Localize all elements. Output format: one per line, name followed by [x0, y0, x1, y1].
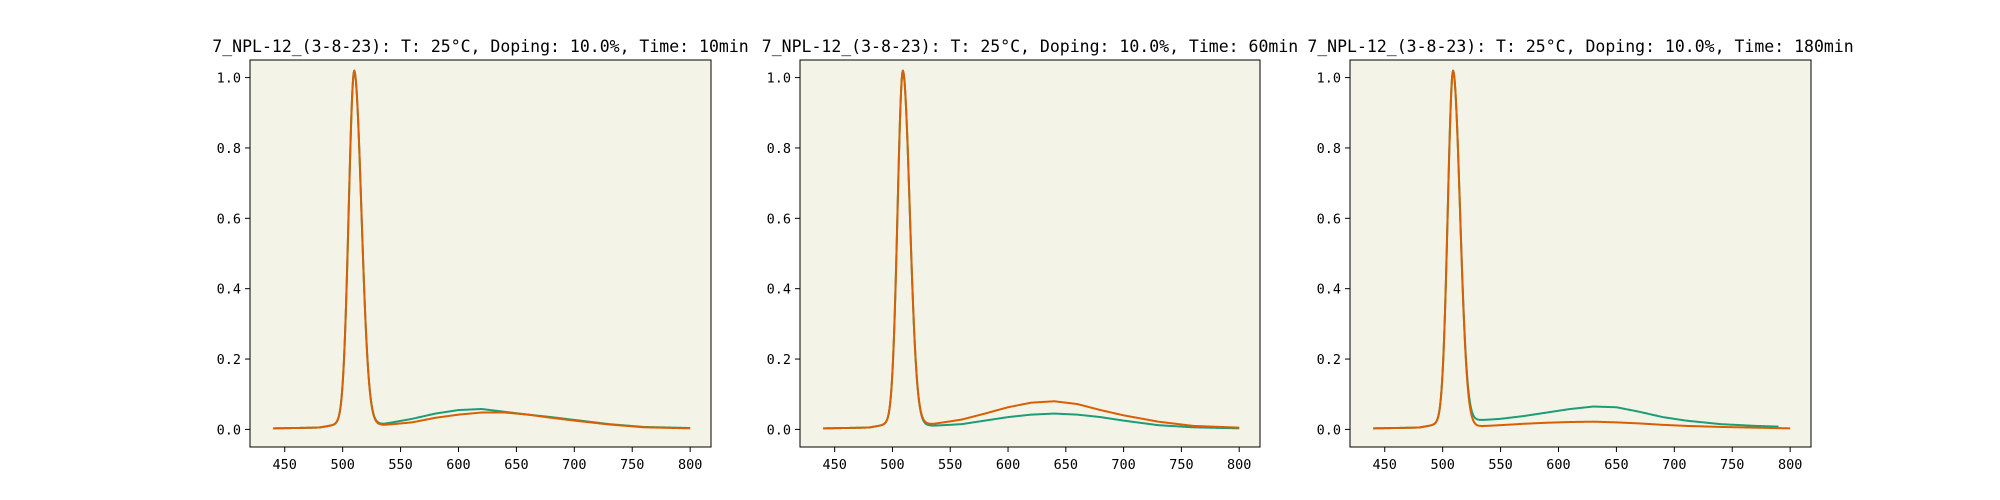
y-tick-label: 0.8: [1317, 141, 1341, 157]
x-tick-label: 750: [620, 457, 644, 473]
x-tick-label: 800: [1778, 457, 1802, 473]
x-tick-label: 500: [1430, 457, 1454, 473]
plot-area: [800, 60, 1260, 447]
x-tick-label: 600: [1546, 457, 1570, 473]
x-tick-label: 500: [880, 457, 904, 473]
series-line-2: [1372, 69, 1791, 430]
x-tick-label: 700: [1662, 457, 1686, 473]
y-tick-label: 1.0: [217, 71, 241, 87]
y-tick-label: 0.6: [217, 211, 241, 227]
x-tick-label: 700: [562, 457, 586, 473]
y-tick-label: 0.6: [1317, 211, 1341, 227]
y-tick-label: 0.0: [767, 422, 791, 438]
x-tick-label: 800: [1227, 457, 1251, 473]
series-line-2: [272, 69, 691, 430]
y-tick-label: 1.0: [767, 71, 791, 87]
x-tick-label: 750: [1169, 457, 1193, 473]
series-line-2: [822, 69, 1240, 430]
plot-area: [1350, 60, 1811, 447]
x-tick-label: 450: [273, 457, 297, 473]
plot-area: [250, 60, 711, 447]
axes-frame: [249, 59, 712, 448]
chart-title: 7_NPL-12_(3-8-23): T: 25°C, Doping: 10.0…: [212, 37, 748, 56]
y-tick-label: 0.8: [217, 141, 241, 157]
y-tick-label: 0.4: [767, 282, 791, 298]
x-tick-label: 550: [1488, 457, 1512, 473]
y-tick-label: 0.2: [217, 352, 241, 368]
x-tick-label: 750: [1720, 457, 1744, 473]
x-tick-label: 500: [330, 457, 354, 473]
x-tick-label: 650: [1604, 457, 1628, 473]
axes-frame: [799, 59, 1261, 448]
y-tick-label: 0.2: [767, 352, 791, 368]
x-tick-label: 800: [678, 457, 702, 473]
chart-title: 7_NPL-12_(3-8-23): T: 25°C, Doping: 10.0…: [1307, 37, 1853, 56]
chart-title: 7_NPL-12_(3-8-23): T: 25°C, Doping: 10.0…: [762, 37, 1298, 56]
x-tick-label: 600: [446, 457, 470, 473]
x-tick-label: 650: [504, 457, 528, 473]
x-tick-label: 450: [1373, 457, 1397, 473]
x-tick-label: 550: [388, 457, 412, 473]
y-tick-label: 0.0: [217, 422, 241, 438]
y-tick-label: 0.0: [1317, 422, 1341, 438]
y-tick-label: 0.4: [1317, 282, 1341, 298]
x-tick-label: 600: [996, 457, 1020, 473]
y-tick-label: 1.0: [1317, 71, 1341, 87]
y-tick-label: 0.4: [217, 282, 241, 298]
y-tick-label: 0.6: [767, 211, 791, 227]
x-tick-label: 450: [822, 457, 846, 473]
chart-panel-2: 7_NPL-12_(3-8-23): T: 25°C, Doping: 10.0…: [762, 37, 1298, 473]
x-tick-label: 550: [938, 457, 962, 473]
axes-frame: [1349, 59, 1812, 448]
y-tick-label: 0.8: [767, 141, 791, 157]
chart-panel-3: 7_NPL-12_(3-8-23): T: 25°C, Doping: 10.0…: [1307, 37, 1853, 473]
x-tick-label: 700: [1111, 457, 1135, 473]
chart-panel-1: 7_NPL-12_(3-8-23): T: 25°C, Doping: 10.0…: [212, 37, 748, 473]
y-tick-label: 0.2: [1317, 352, 1341, 368]
x-tick-label: 650: [1054, 457, 1078, 473]
